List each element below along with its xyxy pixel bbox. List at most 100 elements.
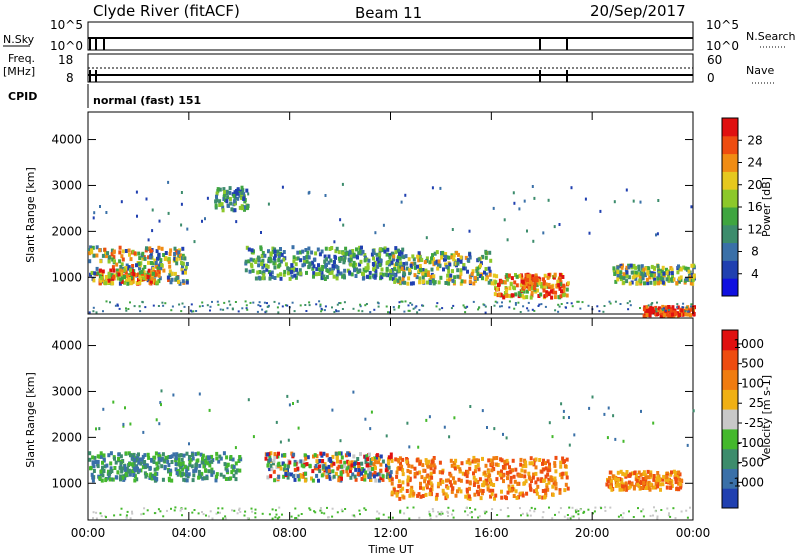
velocity-cell [484,463,488,468]
power-cell [124,274,128,278]
power-sparse-cell [151,208,154,212]
velocity-cell [194,452,198,457]
power-clutter-cell [676,303,679,306]
velocity-cell [668,480,672,485]
velocity-cell [238,468,242,473]
velocity-cell [179,462,183,466]
power-cell [121,249,125,254]
power-cell [129,257,133,262]
power-cell [142,270,146,275]
power-cell [426,273,430,277]
power-cell [184,270,187,275]
velocity-cell [496,463,500,467]
velocity-cell [412,491,416,496]
power-cell [477,257,481,262]
velocity-cell [566,486,570,491]
power-cell [323,277,327,281]
power-cell [424,268,428,273]
velocity-cell [608,470,612,475]
power-cell [534,278,538,283]
power-cell [659,308,663,313]
power-cell [444,254,447,259]
power-cell [416,254,420,259]
power-cell [521,286,525,291]
power-cell [322,274,326,279]
velocity-cell [516,481,520,486]
velocity-cell [315,473,319,478]
velocity-clutter-cell [217,511,219,514]
power-clutter-cell [276,306,279,309]
velocity-cell [399,488,403,493]
power-clutter-cell [499,305,501,308]
velocity-cell [118,465,122,470]
power-sparse-cell [186,227,189,231]
power-cell [399,261,403,266]
velocity-cell [548,462,551,467]
velocity-sparse-cell [129,422,132,426]
power-sparse-cell [531,185,534,188]
velocity-sparse-cell [622,439,625,443]
velocity-cell [159,457,163,462]
power-clutter-cell [686,310,689,313]
velocity-cell [185,473,189,478]
velocity-cell [661,482,665,487]
power-sparse-cell [339,218,342,222]
power-cell [312,257,316,262]
power-cell [135,263,138,268]
velocity-cell [170,454,174,459]
velocity-cell [498,472,502,477]
velocity-cell [441,479,445,484]
velocity-cell [661,477,665,482]
power-clutter-cell [544,305,547,308]
velocity-cell [99,451,103,456]
power-clutter-cell [526,307,529,310]
colorbar-tick-label: 100 [741,376,764,390]
power-sparse-cell [281,185,284,189]
power-cell [459,281,463,286]
power-cell [243,199,247,204]
velocity-sparse-cell [188,442,190,446]
power-cell [302,256,306,260]
power-clutter-cell [602,310,605,313]
power-clutter-cell [576,300,579,303]
velocity-clutter-cell [521,512,524,515]
power-cell [388,259,392,264]
power-cell [310,250,314,255]
velocity-clutter-cell [320,511,323,514]
power-cell [254,276,258,281]
velocity-cell [514,489,518,494]
power-cell [376,264,380,269]
velocity-cell [451,486,455,491]
power-cell [306,250,310,255]
power-cell [399,250,403,255]
power-cell [130,275,133,280]
velocity-cell [490,461,494,466]
power-cell [155,249,159,254]
time-xticks: 00:00 04:00 08:00 12:00 16:00 20:00 00:00 [71,112,710,540]
power-cell [327,254,331,259]
velocity-cell [401,457,405,462]
velocity-cell [174,462,178,466]
velocity-cell [422,486,425,491]
velocity-cell [378,471,382,476]
velocity-clutter-cell [181,514,183,517]
velocity-cell [472,475,476,480]
power-cell [409,263,413,268]
power-cell [239,195,243,200]
velocity-cell [298,473,302,478]
colorbar-swatch [722,389,738,410]
ytick-label: 2000 [51,224,82,238]
power-cell [398,276,402,281]
power-cell [317,267,321,272]
power-sparse-cell [431,186,434,190]
power-clutter-cell [554,309,557,312]
power-cell [620,265,624,270]
power-clutter-cell [412,307,415,310]
power-clutter-cell [359,305,362,308]
power-cell [339,271,343,276]
power-cell [244,259,248,264]
velocity-colorbar-frame [721,329,739,509]
power-cell [392,254,396,259]
velocity-cell [268,457,272,462]
power-cell [405,261,409,266]
